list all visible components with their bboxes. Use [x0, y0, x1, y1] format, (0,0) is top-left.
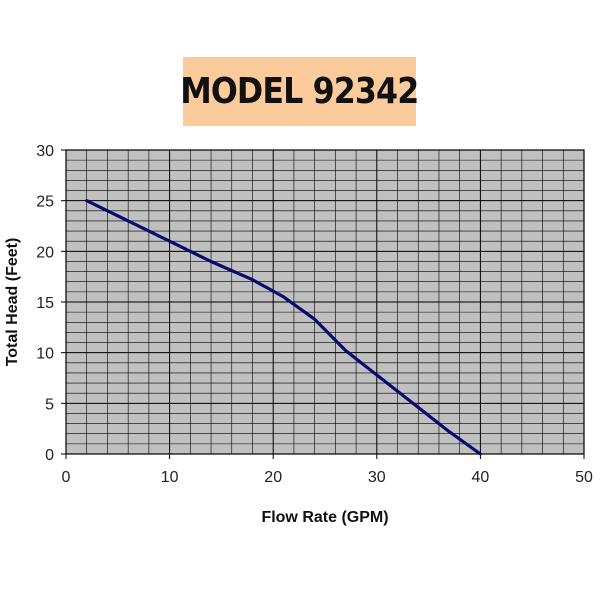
y-tick-label: 5 [45, 396, 54, 413]
x-tick-label: 40 [472, 469, 490, 486]
x-tick-label: 30 [368, 469, 386, 486]
y-tick-label: 10 [36, 346, 54, 363]
y-axis-label: Total Head (Feet) [4, 238, 21, 367]
x-tick-label: 20 [264, 469, 282, 486]
title-box: MODEL 92342 [180, 57, 419, 126]
y-tick-label: 15 [36, 295, 54, 312]
x-tick-label: 50 [575, 469, 593, 486]
y-tick-label: 30 [36, 143, 54, 160]
y-tick-label: 20 [36, 244, 54, 261]
x-axis-label: Flow Rate (GPM) [261, 509, 388, 526]
y-tick-labels: 0 5 10 15 20 25 30 [36, 143, 66, 464]
chart-title: MODEL 92342 [180, 71, 419, 112]
y-tick-label: 25 [36, 194, 54, 211]
major-grid [65, 149, 585, 455]
y-tick-label: 0 [45, 447, 54, 464]
x-tick-label: 0 [62, 469, 71, 486]
series-line [85, 199, 482, 456]
x-tick-labels: 0 10 20 30 40 50 [62, 454, 593, 486]
x-tick-label: 10 [161, 469, 179, 486]
